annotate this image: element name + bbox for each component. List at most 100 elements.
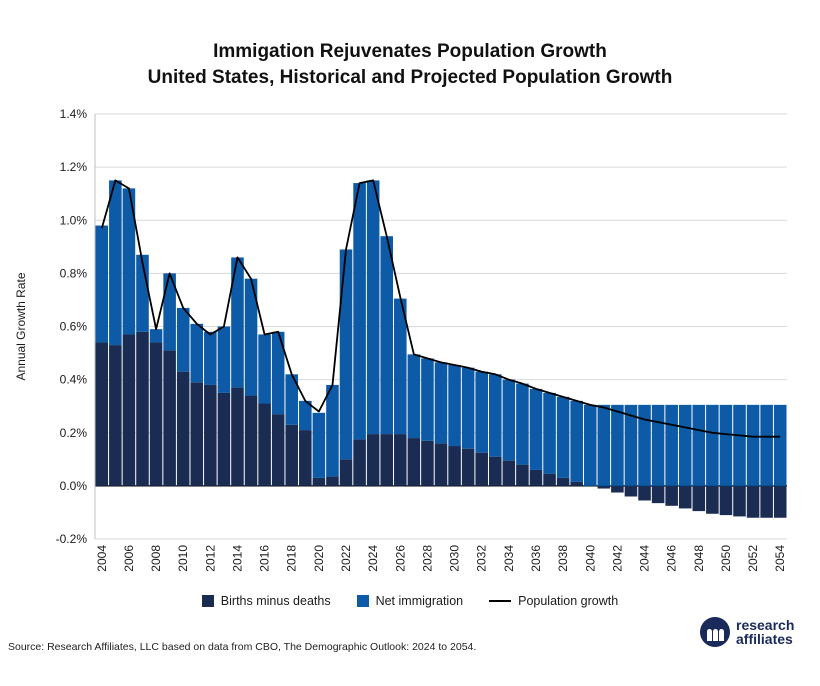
bar-immigration — [271, 331, 285, 415]
x-tick-label: 2036 — [529, 545, 543, 572]
bar-immigration — [285, 374, 299, 425]
bar-births — [407, 438, 421, 486]
x-tick-label: 2018 — [285, 545, 299, 572]
bar-immigration — [624, 404, 638, 486]
bar-immigration — [651, 404, 665, 486]
bar-births — [299, 430, 312, 486]
x-tick-label: 2024 — [366, 545, 380, 572]
x-tick-label: 2008 — [149, 545, 163, 572]
chart-subtitle: United States, Historical and Projected … — [147, 67, 673, 88]
bar-births — [285, 424, 299, 486]
bar-births — [773, 485, 787, 518]
bar-births — [176, 371, 190, 486]
legend-swatch-growth — [489, 600, 512, 602]
bar-births — [760, 485, 773, 518]
bar-births — [733, 485, 746, 517]
bar-births — [394, 434, 407, 486]
x-tick-label: 2040 — [583, 545, 597, 572]
bar-immigration — [461, 367, 475, 449]
bar-births — [692, 485, 706, 512]
bar-births — [638, 485, 651, 501]
bar-immigration — [122, 188, 136, 335]
legend-swatch-births — [201, 595, 214, 607]
bar-immigration — [583, 404, 597, 486]
x-tick-label: 2028 — [420, 545, 434, 572]
x-tick-label: 2054 — [773, 545, 787, 572]
line-population-growth — [100, 179, 781, 438]
source-note: Source: Research Affiliates, LLC based o… — [8, 641, 477, 653]
bar-immigration — [231, 257, 244, 388]
bar-immigration — [95, 225, 109, 343]
bar-births — [434, 443, 448, 486]
bar-immigration — [733, 404, 746, 486]
bar-immigration — [353, 183, 366, 440]
logo-icon — [700, 617, 730, 647]
x-tick-label: 2016 — [258, 545, 272, 572]
y-tick-label: -0.2% — [56, 532, 88, 546]
brand-logo: research affiliates — [700, 617, 794, 647]
bar-births — [366, 434, 380, 486]
bar-births — [529, 469, 543, 486]
logo-wordmark: research affiliates — [736, 617, 795, 647]
bar-immigration — [475, 371, 488, 453]
bar-immigration — [570, 400, 583, 482]
bar-immigration — [299, 400, 312, 431]
bar-immigration — [760, 404, 773, 486]
legend-item-growth: Population growth — [489, 594, 618, 608]
legend-label-immigration: Net immigration — [375, 594, 464, 608]
legend-label-growth: Population growth — [518, 594, 619, 608]
bar-births — [706, 485, 719, 514]
bar-births — [678, 485, 692, 509]
legend-item-immigration: Net immigration — [356, 594, 464, 608]
x-tick-label: 2050 — [719, 545, 733, 572]
bar-births — [380, 434, 394, 486]
bar-immigration — [190, 323, 204, 383]
x-tick-label: 2038 — [556, 545, 570, 572]
x-tick-label: 2020 — [312, 545, 326, 572]
bar-births — [461, 448, 475, 486]
bar-births — [312, 477, 326, 486]
bar-births — [271, 414, 285, 486]
bar-births — [475, 452, 488, 486]
bar-immigration — [380, 236, 394, 435]
y-tick-label: 0.0% — [60, 479, 88, 493]
bar-births — [597, 485, 611, 489]
bar-births — [611, 485, 624, 493]
x-tick-label: 2014 — [230, 545, 244, 572]
bar-births — [746, 485, 760, 518]
bar-births — [217, 392, 231, 486]
bar-births — [665, 485, 678, 506]
y-axis-title: Annual Growth Rate — [14, 272, 28, 380]
bar-births — [163, 350, 176, 486]
bar-immigration — [448, 365, 461, 447]
x-tick-label: 2012 — [203, 545, 217, 572]
bar-births — [488, 456, 502, 486]
bar-births — [502, 460, 516, 486]
bar-immigration — [326, 384, 339, 477]
bar-births — [258, 403, 271, 486]
bar-immigration — [109, 180, 122, 346]
bar-births — [543, 473, 556, 486]
bar-immigration — [149, 329, 163, 343]
bar-immigration — [692, 404, 706, 486]
bar-births — [136, 331, 149, 486]
bar-births — [95, 342, 109, 486]
x-tick-label: 2042 — [610, 545, 624, 572]
bar-immigration — [678, 404, 692, 486]
bar-immigration — [407, 354, 421, 439]
bar-births — [421, 440, 434, 486]
bar-immigration — [719, 404, 733, 486]
bar-immigration — [665, 404, 678, 486]
legend-swatch-immigration — [356, 595, 369, 607]
y-tick-label: 1.2% — [60, 160, 88, 174]
y-tick-label: 0.6% — [60, 320, 88, 334]
bar-births — [190, 382, 204, 486]
bar-births — [326, 476, 339, 486]
bar-immigration — [529, 388, 543, 470]
bar-immigration — [163, 273, 176, 351]
bar-immigration — [543, 392, 556, 474]
y-tick-label: 0.4% — [60, 373, 88, 387]
x-tick-label: 2022 — [339, 545, 353, 572]
bar-immigration — [516, 383, 529, 465]
bar-immigration — [773, 404, 787, 486]
